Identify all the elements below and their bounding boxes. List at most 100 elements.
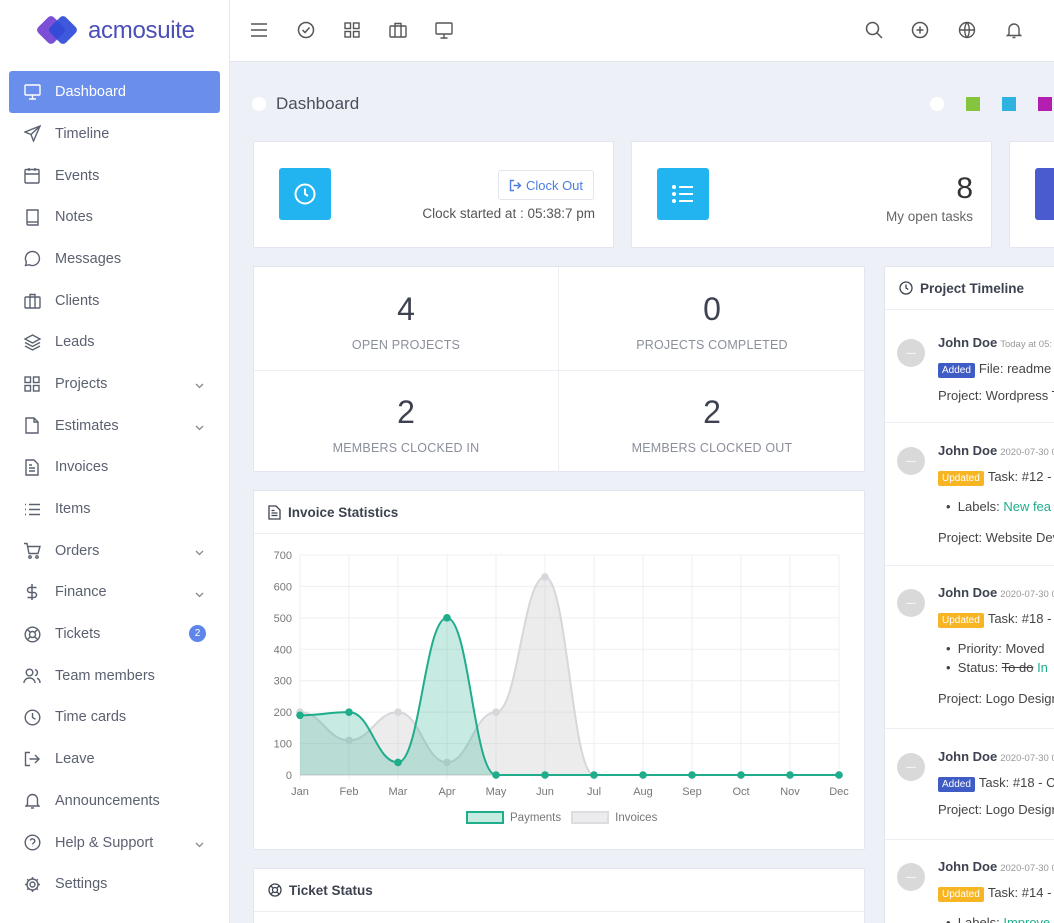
timeline-user[interactable]: John Doe Today at 05: bbox=[938, 335, 1052, 350]
timeline-time: 2020-07-30 0 bbox=[1000, 863, 1054, 874]
y-tick-label: 200 bbox=[274, 707, 292, 719]
y-tick-label: 300 bbox=[274, 676, 292, 688]
sidebar-item-announcements[interactable]: Announcements bbox=[9, 780, 220, 822]
sidebar-item-leave[interactable]: Leave bbox=[9, 738, 220, 780]
sidebar-item-notes[interactable]: Notes bbox=[9, 196, 220, 238]
bell-icon[interactable] bbox=[1004, 20, 1024, 40]
sidebar-item-leads[interactable]: Leads bbox=[9, 321, 220, 363]
grid-icon[interactable] bbox=[342, 20, 362, 40]
stat-projects-completed[interactable]: 0 PROJECTS COMPLETED bbox=[560, 267, 864, 370]
clock-icon bbox=[899, 281, 913, 295]
sidebar-item-help-support[interactable]: Help & Support bbox=[9, 822, 220, 864]
bullet-old-value: To do bbox=[1001, 660, 1034, 675]
timeline-user[interactable]: John Doe 2020-07-30 0 bbox=[938, 859, 1054, 874]
timeline-user[interactable]: John Doe 2020-07-30 0 bbox=[938, 443, 1054, 458]
chevron-down-icon[interactable] bbox=[195, 836, 204, 852]
stat-members-clocked-out[interactable]: 2 MEMBERS CLOCKED OUT bbox=[560, 370, 864, 473]
search-icon[interactable] bbox=[864, 20, 884, 40]
x-tick-label: Mar bbox=[389, 786, 408, 798]
globe-icon[interactable] bbox=[957, 20, 977, 40]
user-name: John Doe bbox=[938, 749, 998, 764]
sidebar-item-timeline[interactable]: Timeline bbox=[9, 113, 220, 155]
app-logo[interactable]: acmosuite bbox=[0, 0, 229, 62]
timeline-text[interactable]: File: readme bbox=[978, 361, 1052, 376]
stat-value: 2 bbox=[703, 394, 721, 430]
legend-swatch-invoices[interactable] bbox=[571, 811, 610, 824]
file-text-icon bbox=[268, 504, 281, 520]
sidebar-item-items[interactable]: Items bbox=[9, 488, 220, 530]
timeline-user[interactable]: John Doe 2020-07-30 0 bbox=[938, 585, 1054, 600]
payments-series-point bbox=[835, 771, 843, 779]
stat-open-projects[interactable]: 4 OPEN PROJECTS bbox=[254, 267, 558, 370]
timeline-tag: Updated bbox=[938, 887, 984, 902]
timeline-action: Updated Task: #12 - bbox=[938, 469, 1051, 486]
chevron-down-icon[interactable] bbox=[195, 544, 204, 560]
menu-toggle-icon[interactable] bbox=[249, 20, 269, 40]
timeline-time: 2020-07-30 0 bbox=[1000, 447, 1054, 458]
chevron-down-icon[interactable] bbox=[195, 419, 204, 435]
sidebar-item-clients[interactable]: Clients bbox=[9, 280, 220, 322]
avatar[interactable]: — bbox=[897, 339, 925, 367]
timeline-user[interactable]: John Doe 2020-07-30 0 bbox=[938, 749, 1054, 764]
check-circle-icon[interactable] bbox=[296, 20, 316, 40]
bullet-prefix: Status: bbox=[957, 660, 1002, 675]
sidebar-item-orders[interactable]: Orders bbox=[9, 530, 220, 572]
sidebar-item-projects[interactable]: Projects bbox=[9, 363, 220, 405]
sidebar-item-finance[interactable]: Finance bbox=[9, 572, 220, 614]
sidebar-item-settings[interactable]: Settings bbox=[9, 863, 220, 905]
sidebar-item-team-members[interactable]: Team members bbox=[9, 655, 220, 697]
sidebar-item-events[interactable]: Events bbox=[9, 155, 220, 197]
theme-color-option[interactable] bbox=[1038, 97, 1052, 111]
avatar[interactable]: — bbox=[897, 863, 925, 891]
settings-icon bbox=[23, 875, 41, 893]
clock-out-button[interactable]: Clock Out bbox=[498, 170, 594, 200]
sidebar-item-invoices[interactable]: Invoices bbox=[9, 447, 220, 489]
x-tick-label: Nov bbox=[780, 786, 800, 798]
avatar[interactable]: — bbox=[897, 589, 925, 617]
timeline-tag: Updated bbox=[938, 471, 984, 486]
bullet-value: Improve bbox=[1003, 915, 1051, 923]
project-stats-card: 4 OPEN PROJECTS 0 PROJECTS COMPLETED 2 M… bbox=[253, 266, 866, 473]
theme-color-option[interactable] bbox=[930, 97, 944, 111]
sidebar-item-dashboard[interactable]: Dashboard bbox=[9, 71, 220, 113]
timeline-text[interactable]: Task: #14 - bbox=[987, 885, 1052, 900]
timeline-project[interactable]: Project: Wordpress T bbox=[938, 388, 1054, 403]
timeline-text[interactable]: Task: #12 - bbox=[987, 469, 1052, 484]
legend-swatch-payments[interactable] bbox=[466, 811, 504, 824]
timeline-text[interactable]: Task: #18 - bbox=[987, 611, 1052, 626]
sidebar-item-tickets[interactable]: Tickets 2 bbox=[9, 613, 220, 655]
timeline-text[interactable]: Task: #18 - C bbox=[978, 775, 1054, 790]
open-tasks-card[interactable]: 8 My open tasks bbox=[631, 141, 992, 248]
x-tick-label: Oct bbox=[732, 786, 749, 798]
sidebar-item-estimates[interactable]: Estimates bbox=[9, 405, 220, 447]
help-icon bbox=[23, 834, 41, 852]
briefcase-icon[interactable] bbox=[388, 20, 408, 40]
stat-members-clocked-in[interactable]: 2 MEMBERS CLOCKED IN bbox=[254, 370, 558, 473]
add-circle-icon[interactable] bbox=[910, 20, 930, 40]
lifebuoy-icon bbox=[268, 883, 282, 897]
timeline-bullet: • Priority: Moved bbox=[946, 641, 1045, 656]
theme-color-switcher bbox=[930, 97, 1052, 111]
timeline-project[interactable]: Project: Logo Design bbox=[938, 691, 1054, 706]
theme-color-option[interactable] bbox=[966, 97, 980, 111]
chevron-down-icon[interactable] bbox=[195, 586, 204, 602]
sidebar-item-time-cards[interactable]: Time cards bbox=[9, 697, 220, 739]
theme-color-option[interactable] bbox=[1002, 97, 1016, 111]
page-dot-icon bbox=[252, 97, 266, 111]
stat-value: 4 bbox=[397, 291, 415, 327]
avatar[interactable]: — bbox=[897, 753, 925, 781]
invoices-series-point bbox=[443, 758, 451, 767]
invoices-series-point bbox=[541, 573, 549, 581]
chevron-down-icon[interactable] bbox=[195, 377, 204, 393]
x-tick-label: Jun bbox=[536, 786, 554, 798]
timeline-project[interactable]: Project: Website Dev bbox=[938, 530, 1054, 545]
timeline-project[interactable]: Project: Logo Design bbox=[938, 802, 1054, 817]
timeline-tag: Added bbox=[938, 363, 975, 378]
legend-label-payments: Payments bbox=[510, 811, 562, 824]
avatar[interactable]: — bbox=[897, 447, 925, 475]
monitor-icon[interactable] bbox=[434, 20, 454, 40]
payments-series-point bbox=[688, 771, 696, 779]
sidebar-item-messages[interactable]: Messages bbox=[9, 238, 220, 280]
lifebuoy-icon bbox=[23, 625, 41, 643]
topbar bbox=[230, 0, 1054, 62]
